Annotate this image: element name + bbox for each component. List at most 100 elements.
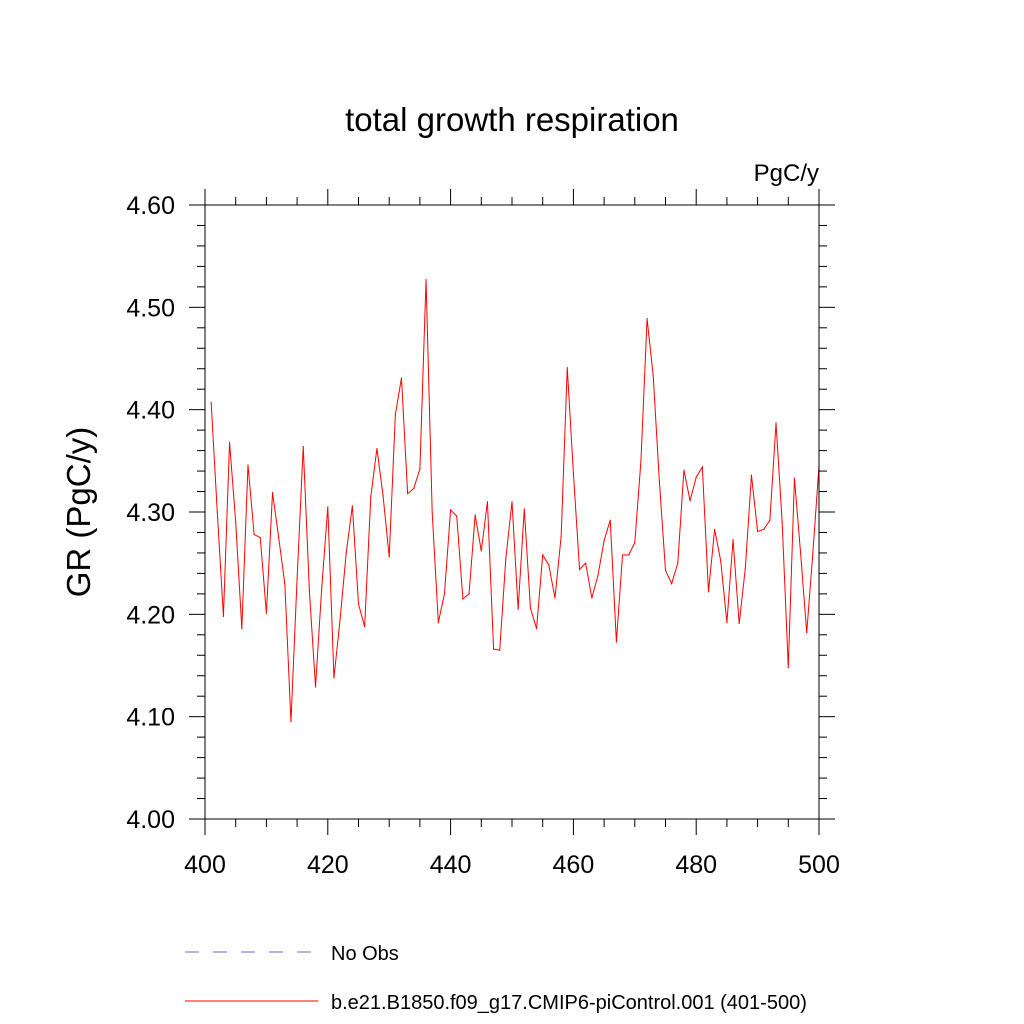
data-point <box>566 367 568 369</box>
data-point <box>652 375 654 377</box>
data-point <box>535 628 538 630</box>
data-point <box>431 511 433 513</box>
data-point <box>707 591 710 593</box>
data-point <box>259 536 261 539</box>
data-point <box>462 598 464 600</box>
legend-label-no-obs: No Obs <box>331 943 399 965</box>
x-tick-label: 500 <box>798 851 840 879</box>
data-point <box>302 445 304 448</box>
data-point <box>529 607 532 609</box>
legend-label-model: b.e21.B1850.f09_g17.CMIP6-piControl.001 … <box>331 992 807 1014</box>
data-point <box>769 519 771 521</box>
data-point <box>327 506 329 508</box>
y-tick-label: 4.60 <box>126 192 175 220</box>
data-point <box>517 608 519 610</box>
data-point <box>597 574 599 577</box>
data-point <box>714 528 716 530</box>
data-point <box>554 597 556 599</box>
data-point <box>253 533 255 536</box>
data-point <box>222 615 225 617</box>
data-point <box>677 562 679 564</box>
data-point <box>701 466 703 468</box>
data-point <box>376 447 378 450</box>
data-point <box>542 554 544 556</box>
data-point <box>247 464 249 466</box>
data-point <box>603 540 605 542</box>
data-point <box>241 628 243 630</box>
data-point <box>658 480 660 482</box>
data-point <box>314 686 317 688</box>
series-line <box>210 279 820 722</box>
data-point <box>591 597 593 599</box>
data-point <box>456 515 458 517</box>
data-point <box>511 501 513 503</box>
data-point <box>585 562 587 564</box>
data-point <box>560 535 562 538</box>
data-point <box>271 491 274 494</box>
legend: No Obs b.e21.B1850.f09_g17.CMIP6-piContr… <box>185 943 807 1014</box>
data-point <box>210 401 212 404</box>
data-point <box>806 632 808 634</box>
data-point <box>615 641 617 643</box>
data-point <box>640 460 642 462</box>
data-point <box>394 414 396 416</box>
data-point <box>492 648 495 650</box>
data-point <box>499 649 501 651</box>
data-point <box>695 476 697 478</box>
data-point <box>732 539 734 541</box>
data-point <box>450 509 452 511</box>
units-label: PgC/y <box>754 160 819 187</box>
y-tick-label: 4.00 <box>126 806 175 834</box>
data-point <box>333 677 335 679</box>
data-point <box>216 511 218 513</box>
axis-ticks <box>189 189 835 835</box>
data-point <box>480 550 482 552</box>
data-point <box>400 377 403 379</box>
data-point <box>664 569 667 571</box>
y-tick-label: 4.50 <box>126 294 175 322</box>
data-point <box>388 556 390 558</box>
data-point <box>407 492 409 495</box>
data-point <box>578 568 581 570</box>
data-point <box>468 593 470 595</box>
data-point <box>548 564 550 566</box>
data-point <box>437 621 439 624</box>
x-tick-label: 460 <box>553 851 595 879</box>
data-point <box>357 603 360 605</box>
data-point <box>370 496 372 498</box>
y-tick-label: 4.10 <box>126 704 175 732</box>
data-point <box>382 495 384 497</box>
series-layer <box>210 279 820 723</box>
data-point <box>646 317 648 320</box>
data-point <box>738 622 740 625</box>
data-point <box>425 279 427 281</box>
data-point <box>265 612 267 614</box>
y-tick-label: 4.40 <box>126 397 175 425</box>
data-point <box>364 626 366 628</box>
data-point <box>763 528 765 530</box>
data-point <box>308 590 310 592</box>
data-point <box>787 666 789 669</box>
data-point <box>799 552 802 554</box>
data-point <box>290 721 292 723</box>
data-point <box>474 514 476 516</box>
data-point <box>486 501 489 503</box>
data-point <box>321 588 323 590</box>
x-tick-label: 440 <box>430 851 472 879</box>
data-point <box>628 554 630 556</box>
data-point <box>744 567 746 569</box>
x-tick-label: 400 <box>184 851 226 879</box>
data-point <box>278 536 280 539</box>
data-point <box>775 422 777 424</box>
y-tick-label: 4.20 <box>126 601 175 629</box>
data-point <box>443 593 446 595</box>
data-point <box>621 554 624 556</box>
data-point <box>726 621 728 624</box>
data-point <box>609 519 611 521</box>
data-point <box>750 474 753 476</box>
data-point <box>683 469 685 471</box>
data-point <box>812 552 814 554</box>
data-point <box>284 583 286 585</box>
data-point <box>757 530 759 533</box>
